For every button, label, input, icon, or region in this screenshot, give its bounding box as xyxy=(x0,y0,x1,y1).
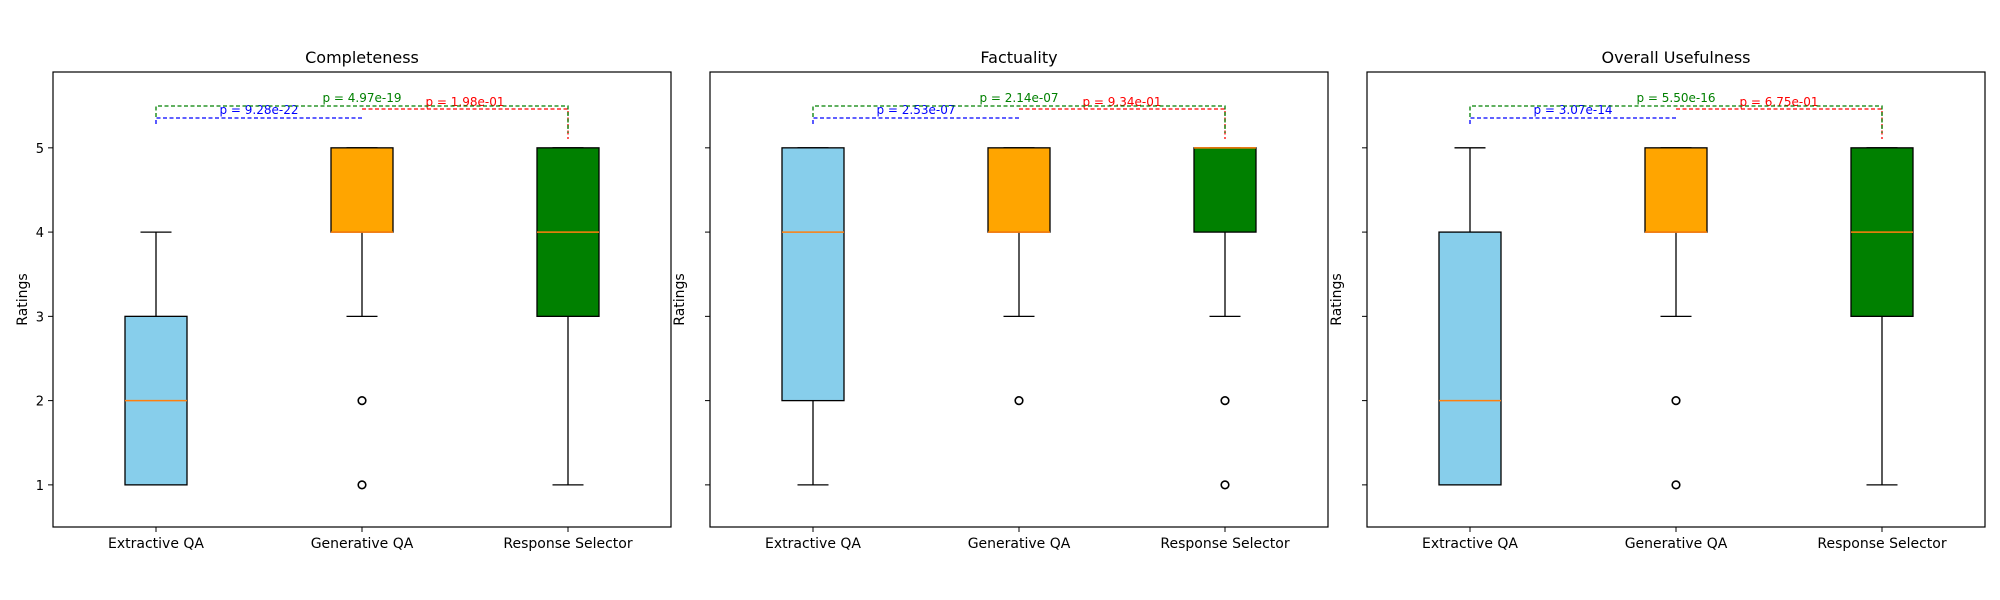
box-generative-qa xyxy=(330,147,394,490)
y-axis-label: Ratings xyxy=(15,273,31,325)
box-generative-qa xyxy=(987,147,1051,406)
box-extractive-qa xyxy=(124,231,188,486)
bracket-line xyxy=(362,108,569,139)
plot-frame xyxy=(52,71,672,528)
outlier-point xyxy=(1220,480,1230,490)
bracket-line xyxy=(1019,108,1226,139)
outlier-point xyxy=(357,480,367,490)
p-value-label: p = 4.97e-19 xyxy=(322,91,401,105)
bracket-line xyxy=(155,117,362,124)
p-value-label: p = 9.34e-01 xyxy=(1082,95,1161,109)
box-extractive-qa xyxy=(1438,147,1502,486)
box-response-selector xyxy=(536,147,600,486)
p-value-label: p = 2.14e-07 xyxy=(979,91,1058,105)
bracket-line xyxy=(1469,105,1883,133)
significance-bracket: p = 2.14e-07 xyxy=(812,91,1226,133)
box-iqr xyxy=(330,147,394,233)
y-tick-label: 3 xyxy=(36,310,44,325)
plot-frame xyxy=(1366,71,1986,528)
outlier-point xyxy=(1014,396,1024,406)
bracket-line xyxy=(812,117,1019,124)
x-tick-label: Response Selector xyxy=(1160,536,1289,552)
y-axis-label: Ratings xyxy=(672,273,688,325)
bracket-line xyxy=(1469,117,1676,124)
p-value-label: p = 9.28e-22 xyxy=(219,103,298,117)
x-tick-label: Generative QA xyxy=(968,536,1071,552)
x-tick-label: Extractive QA xyxy=(765,536,861,552)
panel-title: Factuality xyxy=(980,48,1057,67)
box-response-selector xyxy=(1850,147,1914,486)
y-tick-label: 1 xyxy=(36,479,44,494)
y-tick-label: 5 xyxy=(36,142,44,157)
bracket-line xyxy=(155,105,569,133)
box-iqr xyxy=(781,147,845,402)
outlier-point xyxy=(1671,480,1681,490)
panel-2: Factuality Ratings Extractive QA Generative… xyxy=(672,48,1329,552)
y-tick-label: 2 xyxy=(36,395,44,410)
panel-1: Completeness Ratings 1 2 3 4 5 Extractive QA Gen… xyxy=(15,48,672,552)
p-value-label: p = 2.53e-07 xyxy=(876,103,955,117)
p-value-label: p = 3.07e-14 xyxy=(1533,103,1612,117)
outlier-point xyxy=(1671,396,1681,406)
x-tick-label: Extractive QA xyxy=(1422,536,1518,552)
plot-frame xyxy=(709,71,1329,528)
significance-bracket: p = 4.97e-19 xyxy=(155,91,569,133)
y-axis-label: Ratings xyxy=(1329,273,1345,325)
box-extractive-qa xyxy=(781,147,845,486)
outlier-point xyxy=(1220,396,1230,406)
bracket-line xyxy=(812,105,1226,133)
y-tick-label: 4 xyxy=(36,226,44,241)
x-tick-label: Generative QA xyxy=(1625,536,1728,552)
x-tick-label: Response Selector xyxy=(1817,536,1946,552)
box-generative-qa xyxy=(1644,147,1708,490)
p-value-label: p = 1.98e-01 xyxy=(425,95,504,109)
x-tick-label: Extractive QA xyxy=(108,536,204,552)
box-iqr xyxy=(1193,147,1257,233)
box-iqr xyxy=(1438,231,1502,486)
p-value-label: p = 6.75e-01 xyxy=(1739,95,1818,109)
panel-title: Completeness xyxy=(305,48,419,67)
box-response-selector xyxy=(1193,147,1257,490)
x-tick-label: Response Selector xyxy=(503,536,632,552)
box-iqr xyxy=(987,147,1051,233)
p-value-label: p = 5.50e-16 xyxy=(1636,91,1715,105)
outlier-point xyxy=(357,396,367,406)
panel-title: Overall Usefulness xyxy=(1601,48,1750,67)
significance-bracket: p = 5.50e-16 xyxy=(1469,91,1883,133)
panel-3: Overall Usefulness Ratings Extractive QA Ge… xyxy=(1329,48,1986,552)
bracket-line xyxy=(1676,108,1883,139)
box-iqr xyxy=(1644,147,1708,233)
x-tick-label: Generative QA xyxy=(311,536,414,552)
